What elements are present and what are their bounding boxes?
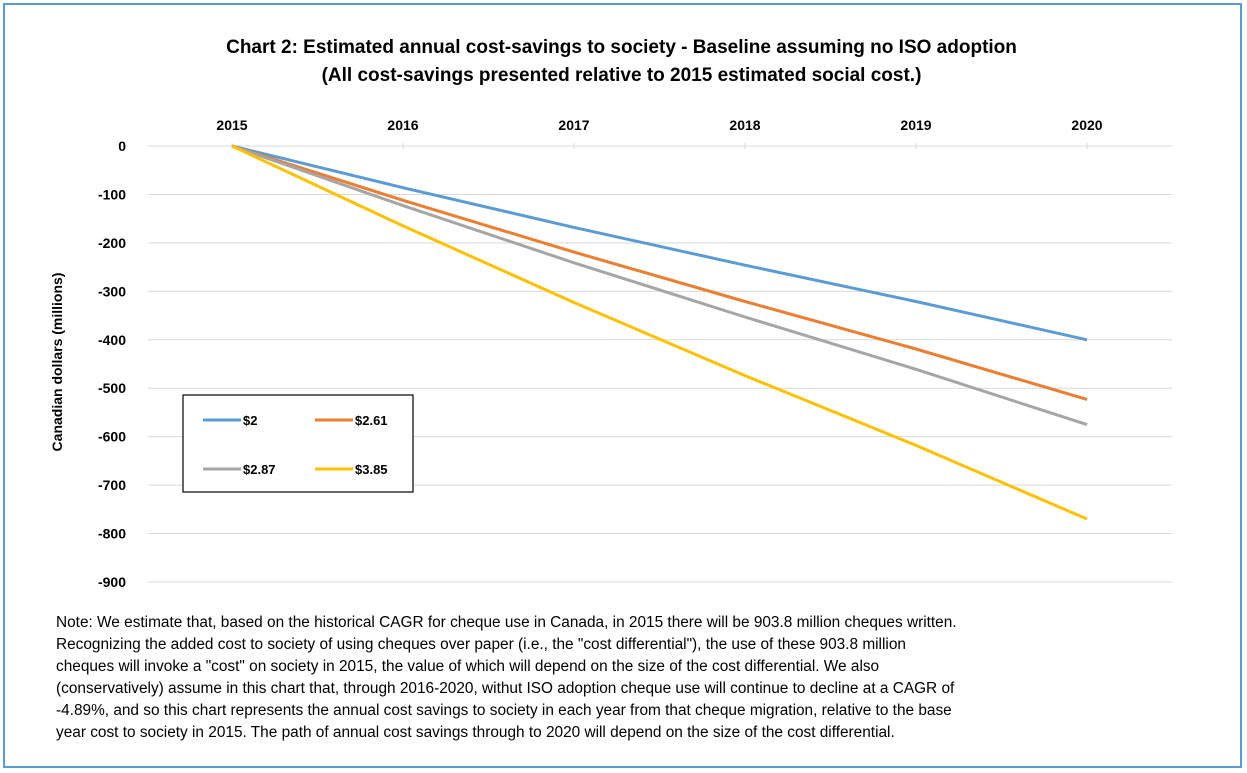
x-tick-label: 2016 [387,117,418,133]
legend: $2 $2.61 $2.87 $3.85 [182,394,414,493]
note-line: year cost to society in 2015. The path o… [56,724,895,741]
y-tick-label: -800 [98,526,126,542]
note-line: -4.89%, and so this chart represents the… [56,702,952,719]
note-line: cheques will invoke a "cost" on society … [56,658,880,675]
y-tick-label: -500 [98,380,126,396]
x-tick-label: 2019 [900,117,931,133]
series-line [231,144,1088,342]
chart-title-block: Chart 2: Estimated annual cost-savings t… [0,34,1243,90]
legend-label: $3.85 [355,462,388,477]
y-tick-label: -100 [98,186,126,202]
legend-label: $2.61 [355,413,388,428]
y-tick-label: -600 [98,429,126,445]
y-tick-label: -300 [98,283,126,299]
series-line [231,144,1088,427]
series-lines [231,144,1088,521]
y-tick-label: -900 [98,574,126,590]
y-tick-label: -700 [98,477,126,493]
x-tick-label: 2018 [729,117,760,133]
chart-subtitle: (All cost-savings presented relative to … [321,65,922,86]
series-line [231,144,1088,401]
chart-title: Chart 2: Estimated annual cost-savings t… [226,37,1017,58]
y-tick-label: -200 [98,235,126,251]
x-tick-label: 2020 [1071,117,1102,133]
x-tick-label: 2017 [558,117,589,133]
note-line: Recognizing the added cost to society of… [56,636,906,653]
y-axis-ticks: 0 -100 -200 -300 -400 -500 -600 -700 -800 -900 [98,138,126,590]
gridlines [148,143,1172,583]
note-line: (conservatively) assume in this chart th… [56,680,955,697]
x-tick-label: 2015 [216,117,247,133]
y-tick-label: -400 [98,332,126,348]
chart-note: Note: We estimate that, based on the his… [56,612,1206,744]
x-axis-ticks: 2015 2016 2017 2018 2019 2020 [216,117,1102,133]
y-tick-label: 0 [118,138,126,154]
legend-label: $2 [243,413,257,428]
series-line [231,144,1088,521]
note-line: Note: We estimate that, based on the his… [56,614,957,631]
legend-label: $2.87 [243,462,276,477]
y-axis-label: Canadian dollars (millions) [49,273,65,452]
